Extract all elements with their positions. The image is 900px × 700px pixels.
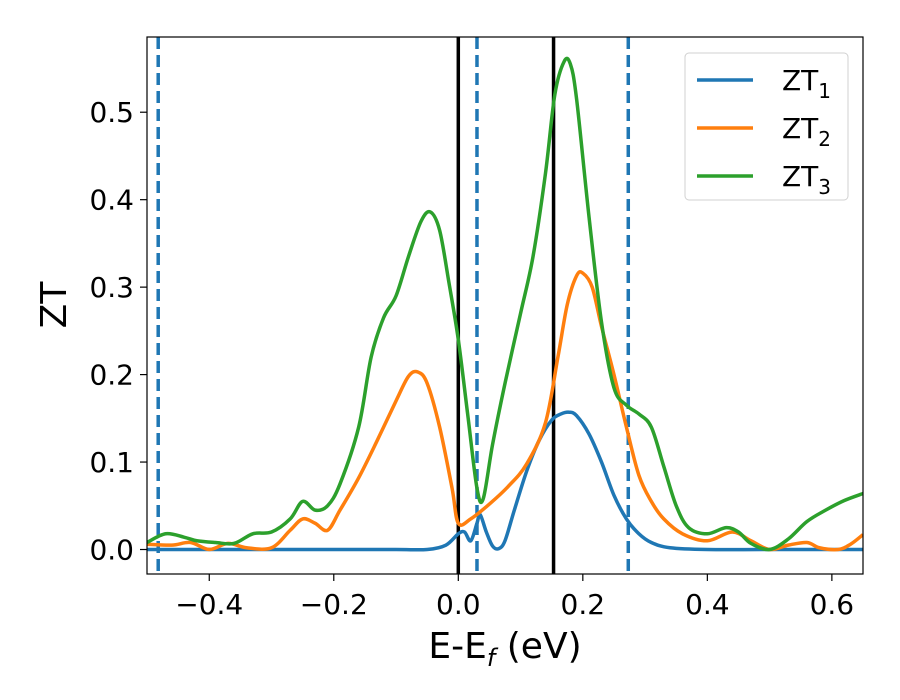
y-axis-label: ZT [34, 281, 75, 329]
x-tick-label: −0.2 [300, 588, 368, 621]
x-tick-label: 0.6 [810, 588, 855, 621]
series-line-zt2 [147, 270, 863, 552]
x-tick-label: 0.0 [436, 588, 481, 621]
series-line-zt3 [147, 56, 863, 552]
x-axis-label-main: E-E [428, 626, 486, 667]
x-axis-ticks: −0.4 −0.2 0.0 0.2 0.4 0.6 [175, 574, 854, 621]
plot-area [146, 36, 864, 575]
y-tick-label: 0.5 [89, 96, 134, 129]
y-tick-label: 0.0 [89, 534, 134, 567]
x-tick-label: 0.2 [561, 588, 606, 621]
legend-label-zt1: ZT1 [782, 64, 831, 103]
legend-label-zt3: ZT3 [782, 160, 831, 199]
y-tick-label: 0.2 [89, 359, 134, 392]
y-axis-ticks: 0.0 0.1 0.2 0.3 0.4 0.5 [89, 96, 147, 567]
x-axis-label: E-Ef (eV) [428, 626, 581, 672]
y-tick-label: 0.4 [89, 184, 134, 217]
plot-frame [146, 36, 864, 575]
legend-label-zt2: ZT2 [782, 112, 831, 151]
legend: ZT1 ZT2 ZT3 [684, 52, 849, 201]
legend-box [684, 52, 849, 201]
x-axis-label-unit: (eV) [495, 626, 581, 667]
y-tick-label: 0.3 [89, 271, 134, 304]
x-tick-label: −0.4 [175, 588, 243, 621]
y-tick-label: 0.1 [89, 446, 134, 479]
x-tick-label: 0.4 [685, 588, 730, 621]
series-line-zt1 [147, 410, 863, 552]
